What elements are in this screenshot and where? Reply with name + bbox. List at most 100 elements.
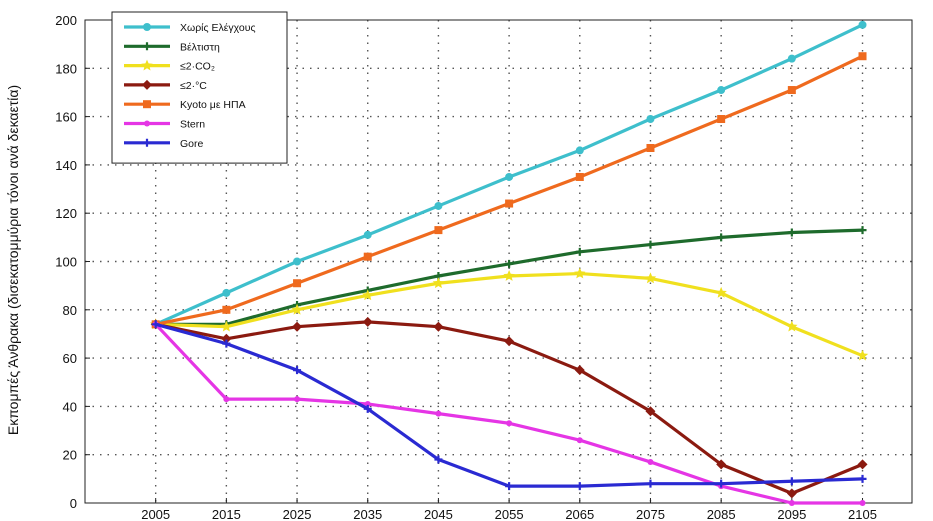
data-point — [576, 437, 583, 444]
data-point — [787, 228, 796, 237]
data-point — [293, 366, 302, 375]
data-point — [434, 226, 443, 235]
data-point — [222, 339, 231, 348]
series-5 — [151, 52, 867, 329]
y-tick-label: 180 — [55, 61, 77, 76]
legend: Χωρίς Ελέγχους Βέλτιστη ≤2·CO₂ ≤2·°C Kyoto μ… — [111, 11, 288, 164]
x-tick-label: 2025 — [283, 507, 312, 521]
data-point — [858, 20, 867, 29]
grid — [85, 20, 912, 503]
data-point — [787, 477, 796, 486]
x-tick-label: 2055 — [495, 507, 524, 521]
y-tick-label: 120 — [55, 206, 77, 221]
axes: 0 20 40 60 80 100 120 140 160 180 200 2005 2015 2025 2… — [55, 13, 913, 521]
data-point — [575, 172, 584, 181]
data-point — [503, 269, 515, 281]
data-point — [786, 320, 798, 332]
legend-item: ≤2·°C — [124, 79, 207, 92]
data-point — [715, 286, 727, 298]
data-point — [505, 199, 514, 208]
data-point — [506, 420, 513, 427]
data-point — [787, 54, 796, 63]
data-point — [646, 240, 655, 249]
legend-item: Βέλτιστη — [124, 41, 220, 53]
data-point — [505, 259, 514, 268]
legend-item: ≤2·CO₂ — [124, 59, 215, 73]
data-point — [644, 272, 657, 284]
data-point — [647, 458, 654, 465]
series-1 — [151, 20, 867, 329]
data-point — [291, 303, 303, 315]
data-point — [363, 230, 372, 239]
x-tick-label: 2035 — [353, 507, 382, 521]
data-point — [143, 42, 151, 51]
data-point — [142, 79, 152, 90]
data-point — [222, 305, 231, 314]
data-point — [362, 316, 373, 327]
data-point — [223, 396, 230, 403]
data-point — [859, 500, 866, 506]
legend-item: Kyoto με ΗΠΑ — [124, 99, 246, 111]
data-point — [505, 482, 514, 491]
legend-item: Gore — [124, 138, 204, 150]
legend-item: Stern — [124, 119, 205, 131]
data-point — [858, 52, 867, 61]
data-point — [432, 277, 445, 289]
data-point — [434, 455, 443, 464]
data-point — [786, 488, 797, 499]
data-point — [505, 172, 514, 181]
data-point — [293, 257, 302, 266]
data-point — [504, 336, 515, 347]
data-point — [435, 410, 442, 417]
y-tick-label: 80 — [63, 303, 77, 318]
data-point — [788, 500, 795, 506]
data-point — [646, 479, 655, 488]
x-tick-label: 2045 — [424, 507, 453, 521]
data-point — [143, 138, 151, 147]
data-point — [144, 120, 150, 127]
data-point — [151, 320, 160, 329]
data-point — [364, 400, 371, 407]
x-tick-label: 2105 — [848, 507, 877, 521]
x-tick-label: 2015 — [212, 507, 241, 521]
data-point — [434, 201, 443, 210]
data-point — [787, 86, 796, 95]
legend-box — [111, 11, 288, 164]
data-point — [857, 459, 868, 470]
data-point — [141, 59, 153, 71]
data-point — [293, 279, 302, 288]
data-point — [858, 474, 867, 483]
legend-label: Kyoto με ΗΠΑ — [180, 99, 246, 111]
data-point — [222, 288, 231, 297]
series-line — [155, 320, 864, 495]
x-tick-label: 2085 — [707, 507, 736, 521]
data-point — [716, 459, 727, 470]
data-point — [575, 146, 584, 155]
data-point — [717, 115, 726, 124]
data-point — [363, 404, 372, 413]
y-tick-label: 40 — [63, 399, 77, 414]
data-point — [717, 479, 726, 488]
y-tick-label: 60 — [63, 351, 77, 366]
x-tick-label: 2065 — [565, 507, 594, 521]
legend-label: ≤2·°C — [180, 80, 207, 92]
series-line — [155, 322, 863, 488]
data-point — [143, 23, 151, 31]
y-tick-label: 100 — [55, 255, 77, 270]
data-point — [858, 226, 867, 235]
y-axis-title: Εκπομπές Άνθρακα (δισεκατομμύρια τόνοι α… — [5, 85, 21, 435]
series-lines — [149, 20, 869, 506]
y-tick-label: 200 — [55, 13, 77, 28]
legend-label: ≤2·CO₂ — [180, 61, 215, 73]
data-point — [574, 365, 585, 376]
y-tick-label: 0 — [70, 496, 77, 511]
y-tick-label: 160 — [55, 110, 77, 125]
legend-label: Χωρίς Ελέγχους — [180, 22, 256, 34]
data-point — [362, 289, 374, 301]
data-point — [220, 320, 233, 332]
data-point — [294, 396, 301, 403]
series-3 — [149, 267, 869, 361]
legend-label: Stern — [180, 119, 205, 131]
data-point — [646, 143, 655, 152]
